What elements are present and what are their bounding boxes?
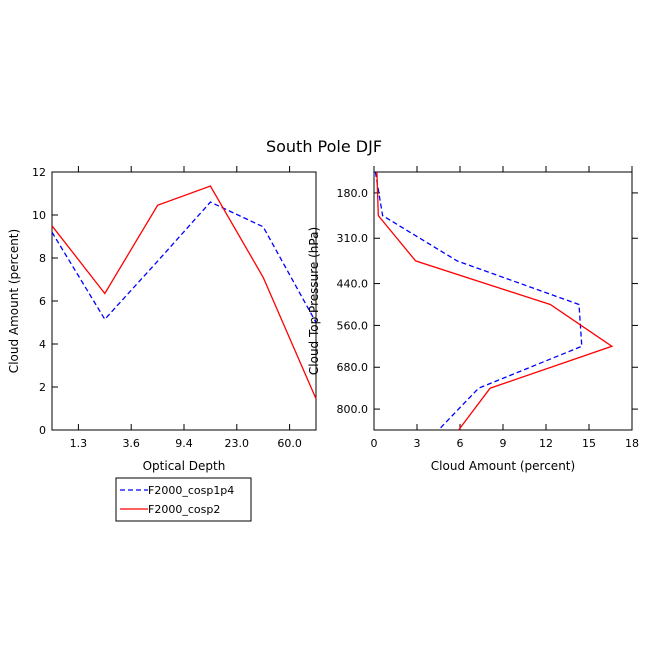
left-y-tick-label: 4: [39, 338, 46, 351]
right-x-tick-label: 12: [539, 437, 553, 450]
legend-label-F2000_cosp2: F2000_cosp2: [148, 503, 220, 516]
right-x-tick-label: 15: [582, 437, 596, 450]
right-y-tick-label: 310.0: [337, 232, 369, 245]
chart-title: South Pole DJF: [266, 137, 382, 156]
right-plot-frame: [373, 171, 633, 431]
right-y-tick-label: 180.0: [337, 187, 369, 200]
left-x-tick-label: 9.4: [175, 437, 193, 450]
left-y-tick-label: 12: [32, 166, 46, 179]
right-x-tick-label: 9: [500, 437, 507, 450]
right-x-tick-label: 0: [371, 437, 378, 450]
right-y-tick-label: 680.0: [337, 361, 369, 374]
right-y-axis-label: Cloud Top Pressure (hPa): [307, 227, 321, 375]
left-plot-frame: [51, 171, 317, 431]
left-y-tick-label: 0: [39, 424, 46, 437]
left-y-tick-label: 2: [39, 381, 46, 394]
right-y-tick-label: 560.0: [337, 319, 369, 332]
left-y-tick-label: 10: [32, 209, 46, 222]
legend-box: [115, 477, 252, 522]
left-x-tick-label: 3.6: [122, 437, 140, 450]
left-x-tick-label: 23.0: [225, 437, 250, 450]
right-series-line-F2000_cosp2: [376, 171, 614, 431]
legend-label-F2000_cosp1p4: F2000_cosp1p4: [148, 484, 234, 497]
legend: F2000_cosp1p4 F2000_cosp2: [115, 477, 252, 522]
right-x-tick-label: 6: [457, 437, 464, 450]
left-y-tick-label: 8: [39, 252, 46, 265]
left-y-tick-label: 6: [39, 295, 46, 308]
right-y-tick-label: 800.0: [337, 403, 369, 416]
right-panel: Cloud Amount (percent) Cloud Top Pressur…: [307, 166, 639, 473]
left-series-line-F2000_cosp2: [51, 185, 317, 400]
right-x-tick-label: 3: [414, 437, 421, 450]
right-x-tick-label: 18: [625, 437, 639, 450]
left-series-line-F2000_cosp1p4: [51, 201, 317, 323]
left-x-tick-label: 60.0: [277, 437, 302, 450]
left-x-axis-label: Optical Depth: [143, 459, 226, 473]
right-x-axis-label: Cloud Amount (percent): [431, 459, 575, 473]
right-series-line-F2000_cosp1p4: [374, 171, 583, 431]
right-y-tick-label: 440.0: [337, 278, 369, 291]
left-x-tick-label: 1.3: [70, 437, 88, 450]
left-y-axis-label: Cloud Amount (percent): [7, 229, 21, 373]
left-panel: Optical Depth Cloud Amount (percent) 1.3…: [7, 166, 317, 473]
